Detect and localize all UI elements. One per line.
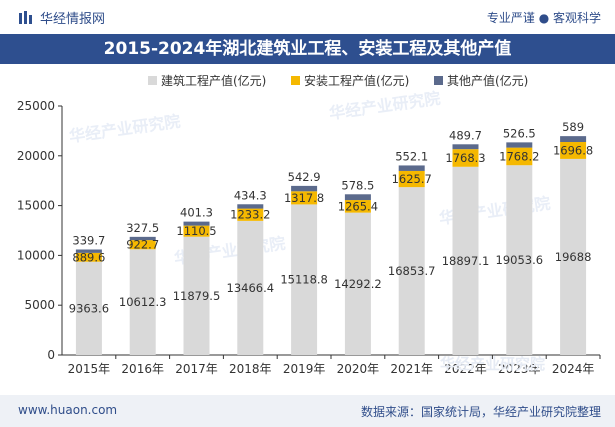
bar-installation [183,225,210,237]
legend-label-installation: 安装工程产值(亿元) [304,73,409,88]
data-label-installation: 1110.5 [176,224,216,238]
legend-swatch-other [434,76,443,85]
data-label-construction: 10612.3 [119,295,167,309]
data-label-other: 401.3 [180,206,213,220]
watermark-text: 华经产业研究院 [328,89,442,123]
y-tick-label: 10000 [17,248,55,262]
x-tick-label: 2023年 [498,362,541,376]
x-tick-label: 2016年 [121,362,164,376]
data-label-installation: 1265.4 [338,199,378,213]
data-label-other: 589 [562,120,584,134]
chart-title: 2015-2024年湖北建筑业工程、安装工程及其他产值 [0,34,615,64]
bar-other [291,185,318,192]
watermark-text: 华经产业研究院 [440,355,545,373]
data-label-other: 542.9 [288,170,321,184]
bar-construction [452,166,479,355]
x-tick-label: 2017年 [175,362,218,376]
data-label-other: 578.5 [341,178,374,192]
data-label-installation: 1233.2 [230,208,270,222]
bar-other [344,194,371,201]
bar-construction [75,261,102,355]
data-label-installation: 1696.8 [553,143,593,157]
data-label-construction: 16853.7 [388,264,436,278]
bar-installation [398,170,425,188]
data-source: 数据来源：国家统计局，华经产业研究院整理 [360,405,601,419]
data-label-construction: 14292.2 [334,277,382,291]
bar-other [129,236,156,241]
data-label-installation: 889.6 [72,250,105,264]
data-label-installation: 1768.2 [499,149,539,163]
data-label-construction: 18897.1 [442,254,490,268]
data-label-other: 526.5 [503,126,536,140]
x-tick-label: 2024年 [552,362,595,376]
x-tick-label: 2019年 [283,362,326,376]
bar-installation [129,240,156,250]
data-label-installation: 1317.8 [284,191,324,205]
website-link[interactable]: www.huaon.com [18,403,118,417]
legend-swatch-installation [291,76,300,85]
x-tick-label: 2018年 [229,362,272,376]
data-label-other: 552.1 [395,149,428,163]
brand: 华经情报网 [18,8,105,27]
bar-other [506,142,533,148]
data-label-other: 434.3 [234,188,267,202]
bar-installation [75,252,102,262]
data-label-construction: 15118.8 [280,273,328,287]
huajing-logo-icon [19,10,32,24]
brand-name: 华经情报网 [40,12,106,27]
bar-construction [560,158,587,355]
x-tick-label: 2022年 [444,362,487,376]
watermark-text: 华经产业研究院 [68,112,182,146]
bar-installation [506,147,533,166]
bar-installation [452,149,479,167]
bar-installation [291,191,318,205]
bar-construction [183,236,210,355]
bar-construction [398,187,425,355]
y-tick-label: 0 [47,348,55,362]
y-tick-label: 5000 [24,298,55,312]
bar-other [452,144,479,150]
bar-other [237,204,264,209]
bar-construction [291,204,318,355]
bar-construction [129,249,156,355]
data-label-other: 339.7 [72,233,105,247]
data-label-other: 327.5 [126,221,159,235]
footer: www.huaon.com 数据来源：国家统计局，华经产业研究院整理 [0,395,615,427]
bar-other [75,249,102,253]
top-bar: 华经情报网 专业严谨 ● 客观科学 [0,0,615,34]
legend-label-construction: 建筑工程产值(亿元) [161,73,266,88]
y-tick-label: 20000 [17,149,55,163]
tagline: 专业严谨 ● 客观科学 [486,11,601,25]
bar-other [398,165,425,171]
data-label-installation: 1625.7 [392,172,432,186]
x-tick-label: 2015年 [68,362,111,376]
bar-installation [560,142,587,159]
bar-other [183,221,210,226]
x-tick-label: 2020年 [337,362,380,376]
data-label-construction: 9363.6 [69,301,109,315]
y-tick-label: 25000 [17,99,55,113]
data-label-construction: 19688 [555,250,592,264]
bar-construction [344,212,371,355]
data-label-installation: 1768.3 [445,151,485,165]
x-tick-label: 2021年 [390,362,433,376]
legend-swatch-construction [148,76,157,85]
legend-label-other: 其他产值(亿元) [447,73,528,88]
data-label-construction: 13466.4 [227,281,275,295]
data-label-construction: 11879.5 [173,289,221,303]
bar-construction [506,165,533,355]
bar-other [560,136,587,143]
bar-construction [237,220,264,355]
bar-installation [237,208,264,221]
data-label-other: 489.7 [449,128,482,142]
y-tick-label: 15000 [17,199,55,213]
bar-installation [344,200,371,213]
data-label-construction: 19053.6 [496,253,544,267]
data-label-installation: 922.7 [126,238,159,252]
